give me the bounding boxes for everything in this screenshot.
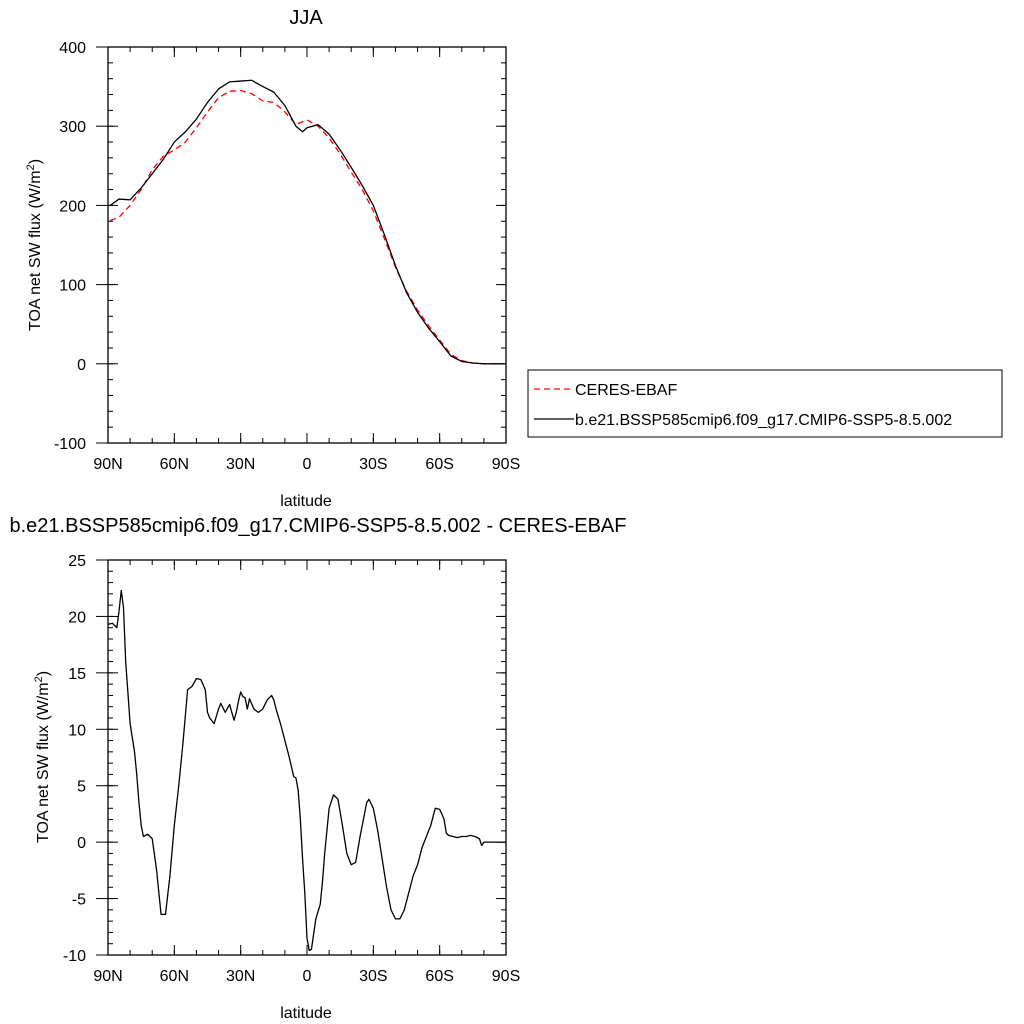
bottom-chart-plot-frame [107,559,507,956]
x-tick-label: 0 [303,968,312,985]
y-tick-label: 0 [77,835,86,852]
x-tick-label: 60S [425,456,453,473]
y-tick-label: 0 [77,357,86,374]
y-tick-label: 20 [68,609,86,626]
bottom-chart-y-axis-label: TOA net SW flux (W/m2) [33,671,52,843]
y-tick-label: -5 [72,892,86,909]
bottom-chart-title: b.e21.BSSP585cmip6.f09_g17.CMIP6-SSP5-8.… [10,515,627,537]
legend-entry-model: b.e21.BSSP585cmip6.f09_g17.CMIP6-SSP5-8.… [575,412,952,429]
top-chart: JJA 90N 60N 30N 0 30S 60S 90S -100 0 100 200 300 400… [25,7,1003,510]
y-tick-label: 5 [77,779,86,796]
x-tick-label: 90S [492,456,520,473]
x-tick-label: 60S [425,968,453,985]
x-tick-label: 30S [359,456,387,473]
top-chart-title: JJA [289,7,323,29]
x-tick-label: 30S [359,968,387,985]
top-chart-series-line-1 [109,79,504,365]
y-tick-label: 100 [59,278,86,295]
x-tick-label: 90N [93,456,122,473]
x-tick-label: 60N [160,456,189,473]
bottom-chart-series-line-0 [108,589,506,952]
legend-entry-ceres: CERES-EBAF [575,382,677,399]
top-chart-plot-frame [107,46,507,444]
x-tick-label: 30N [226,456,255,473]
top-chart-y-axis-label: TOA net SW flux (W/m2) [25,159,44,331]
top-chart-x-axis-label: latitude [280,493,332,510]
x-tick-label: 30N [226,968,255,985]
y-tick-label: 15 [68,666,86,683]
y-tick-label: 10 [68,722,86,739]
y-tick-label: 200 [59,198,86,215]
x-tick-label: 0 [303,456,312,473]
top-chart-legend: CERES-EBAF b.e21.BSSP585cmip6.f09_g17.CM… [527,369,1003,438]
top-chart-series-line-0 [109,89,504,365]
y-tick-label: -10 [63,948,86,965]
y-tick-label: -100 [54,436,86,453]
bottom-chart: b.e21.BSSP585cmip6.f09_g17.CMIP6-SSP5-8.… [10,515,627,1022]
x-tick-label: 90N [93,968,122,985]
bottom-chart-x-axis-label: latitude [280,1005,332,1022]
y-tick-label: 300 [59,119,86,136]
y-tick-label: 400 [59,40,86,57]
y-tick-label: 25 [68,553,86,570]
legend-box [527,369,1003,438]
x-tick-label: 90S [492,968,520,985]
x-tick-label: 60N [160,968,189,985]
